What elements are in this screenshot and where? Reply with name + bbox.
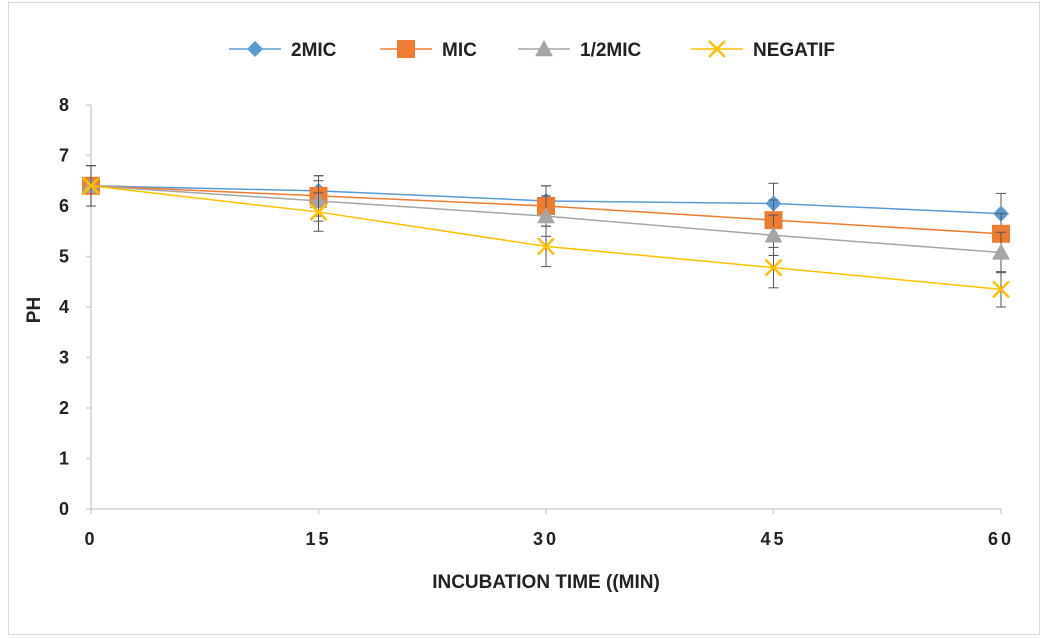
legend-label: 1/2MIC (580, 40, 642, 61)
legend-marker (397, 40, 415, 58)
data-point (537, 207, 555, 224)
series-layer (82, 165, 1010, 308)
y-tick-labels: 0 1 2 3 4 5 6 7 8 (59, 95, 69, 519)
legend-item-1-2mic: 1/2MIC (518, 40, 642, 61)
y-tick-label: 4 (59, 297, 69, 317)
y-tick-label: 8 (59, 95, 69, 115)
legend-item-mic: MIC (380, 40, 477, 61)
legend-label: NEGATIF (753, 40, 835, 61)
legend-label: MIC (442, 40, 477, 61)
x-tick-label: 45 (760, 529, 786, 549)
x-tick-label: 15 (305, 529, 331, 549)
data-point (309, 203, 328, 221)
y-tick-label: 3 (59, 348, 69, 368)
y-tick-label: 2 (59, 398, 69, 418)
x-tick-label: 30 (533, 529, 559, 549)
legend-item-negatif: NEGATIF (691, 40, 835, 61)
data-point (992, 243, 1010, 260)
y-tick-label: 6 (59, 196, 69, 216)
y-tick-label: 0 (59, 499, 69, 519)
legend-marker (247, 41, 263, 57)
y-axis-title: PH (24, 297, 45, 323)
series-negatif (82, 165, 1010, 308)
x-tick-labels: 0 15 30 45 60 (84, 529, 1014, 549)
x-axis-title: INCUBATION TIME ((MIN) (432, 572, 660, 593)
marker-stroke (992, 280, 1010, 299)
marker-stroke (708, 40, 726, 58)
marker-stroke (764, 258, 783, 277)
data-point (537, 237, 555, 256)
x-tick-label: 0 (84, 529, 97, 549)
y-tick-label: 1 (59, 449, 69, 469)
data-point (764, 258, 783, 277)
marker-stroke (537, 237, 555, 256)
marker-stroke (309, 203, 328, 221)
legend-marker (535, 40, 553, 57)
y-tick-label: 7 (59, 146, 69, 166)
data-point (82, 176, 100, 195)
marker-stroke (82, 176, 100, 195)
x-tick-label: 60 (988, 529, 1014, 549)
axes (86, 104, 1002, 514)
legend: 2MIC MIC 1/2MIC NEGATIF (229, 40, 835, 61)
legend-marker (708, 40, 726, 58)
legend-label: 2MIC (291, 40, 337, 61)
legend-item-2mic: 2MIC (229, 40, 337, 61)
y-tick-label: 5 (59, 247, 69, 267)
chart-frame (8, 2, 1040, 635)
data-point (764, 226, 783, 243)
data-point (992, 280, 1010, 299)
